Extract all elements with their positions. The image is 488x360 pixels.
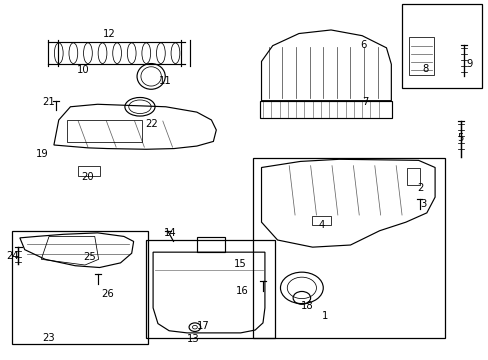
Text: 25: 25 bbox=[83, 252, 96, 262]
Text: 3: 3 bbox=[420, 199, 426, 209]
Bar bbox=[67, 120, 142, 142]
Bar bbox=[401, 4, 481, 88]
Text: 22: 22 bbox=[144, 118, 157, 129]
Bar bbox=[12, 231, 148, 343]
Text: 16: 16 bbox=[235, 287, 248, 296]
Text: 7: 7 bbox=[361, 97, 367, 107]
Text: 9: 9 bbox=[465, 59, 471, 69]
Bar bbox=[260, 101, 391, 118]
Text: 10: 10 bbox=[77, 65, 89, 75]
Text: 12: 12 bbox=[103, 29, 116, 39]
Text: 13: 13 bbox=[187, 334, 200, 344]
Bar bbox=[408, 37, 433, 75]
Text: 21: 21 bbox=[42, 97, 55, 107]
Text: 1: 1 bbox=[321, 311, 327, 321]
Text: 2: 2 bbox=[416, 183, 423, 193]
Bar bbox=[311, 216, 330, 225]
Text: 4: 4 bbox=[318, 220, 324, 230]
Text: 15: 15 bbox=[234, 259, 246, 269]
Bar bbox=[406, 168, 419, 185]
Text: 6: 6 bbox=[360, 40, 366, 50]
Text: 26: 26 bbox=[101, 289, 114, 298]
Text: 19: 19 bbox=[36, 149, 49, 159]
Text: 8: 8 bbox=[422, 64, 428, 73]
Text: 20: 20 bbox=[81, 172, 94, 182]
Text: 18: 18 bbox=[300, 301, 312, 311]
Bar bbox=[146, 240, 274, 338]
Bar bbox=[78, 166, 100, 176]
Text: 17: 17 bbox=[196, 321, 209, 331]
Text: 11: 11 bbox=[159, 76, 172, 86]
Bar bbox=[253, 158, 444, 338]
Text: 14: 14 bbox=[164, 228, 177, 238]
Bar bbox=[197, 237, 224, 252]
Text: 5: 5 bbox=[457, 133, 463, 143]
Text: 24: 24 bbox=[6, 251, 19, 261]
Text: 23: 23 bbox=[42, 333, 55, 343]
